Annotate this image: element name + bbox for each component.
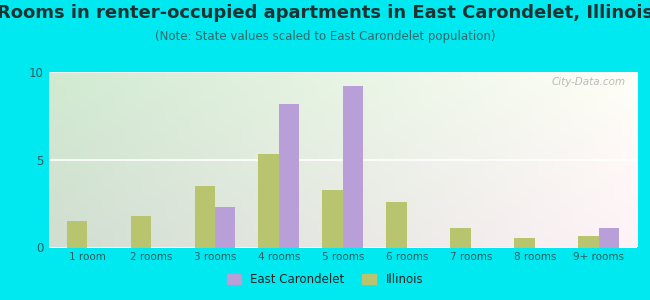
Legend: East Carondelet, Illinois: East Carondelet, Illinois (222, 269, 428, 291)
Text: City-Data.com: City-Data.com (551, 77, 625, 87)
Bar (279, 103, 300, 248)
Bar (322, 190, 343, 247)
Bar (259, 154, 279, 248)
Bar (67, 221, 87, 248)
Bar (386, 202, 407, 247)
Text: (Note: State values scaled to East Carondelet population): (Note: State values scaled to East Caron… (155, 30, 495, 43)
Bar (215, 207, 235, 247)
Text: Rooms in renter-occupied apartments in East Carondelet, Illinois: Rooms in renter-occupied apartments in E… (0, 4, 650, 22)
Bar (450, 228, 471, 248)
Bar (514, 238, 535, 247)
Bar (343, 86, 363, 248)
Bar (578, 236, 599, 248)
Bar (131, 216, 151, 248)
Bar (599, 228, 619, 248)
Bar (194, 186, 215, 248)
